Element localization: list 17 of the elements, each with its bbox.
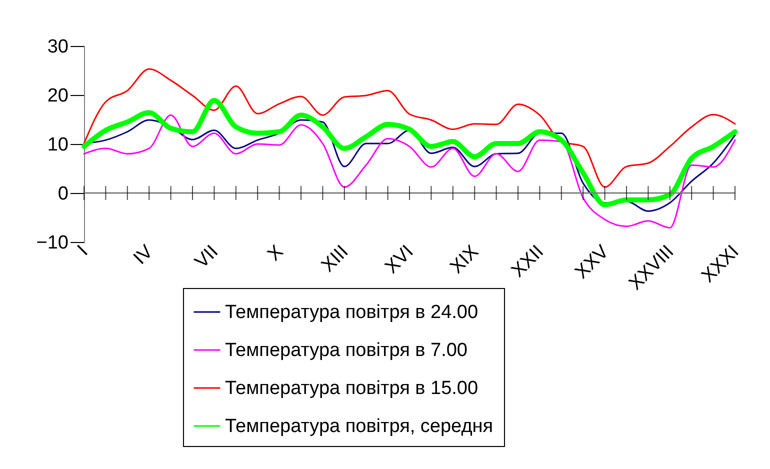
y-tick-label: 30 bbox=[47, 36, 68, 58]
x-tick-label: XIX bbox=[446, 241, 484, 278]
x-tick-label: XIII bbox=[318, 241, 353, 276]
y-tick-label: 10 bbox=[47, 134, 68, 156]
x-tick-label: XVI bbox=[381, 241, 418, 278]
x-tick-label: VII bbox=[191, 241, 222, 273]
x-tick-label: X bbox=[264, 241, 288, 266]
x-tick-label: IV bbox=[130, 241, 158, 269]
x-tick-label: I bbox=[74, 241, 92, 260]
legend-label: Температура повітря в 15.00 bbox=[225, 378, 478, 399]
legend-label: Температура повітря, середня bbox=[225, 416, 494, 437]
legend-label: Температура повітря в 24.00 bbox=[225, 302, 478, 323]
line-series bbox=[83, 114, 736, 229]
legend-label: Температура повітря в 7.00 bbox=[225, 340, 468, 361]
y-tick-label: 0 bbox=[58, 184, 68, 204]
y-tick-label: 20 bbox=[47, 86, 68, 106]
y-tick-label: −10 bbox=[36, 232, 68, 254]
